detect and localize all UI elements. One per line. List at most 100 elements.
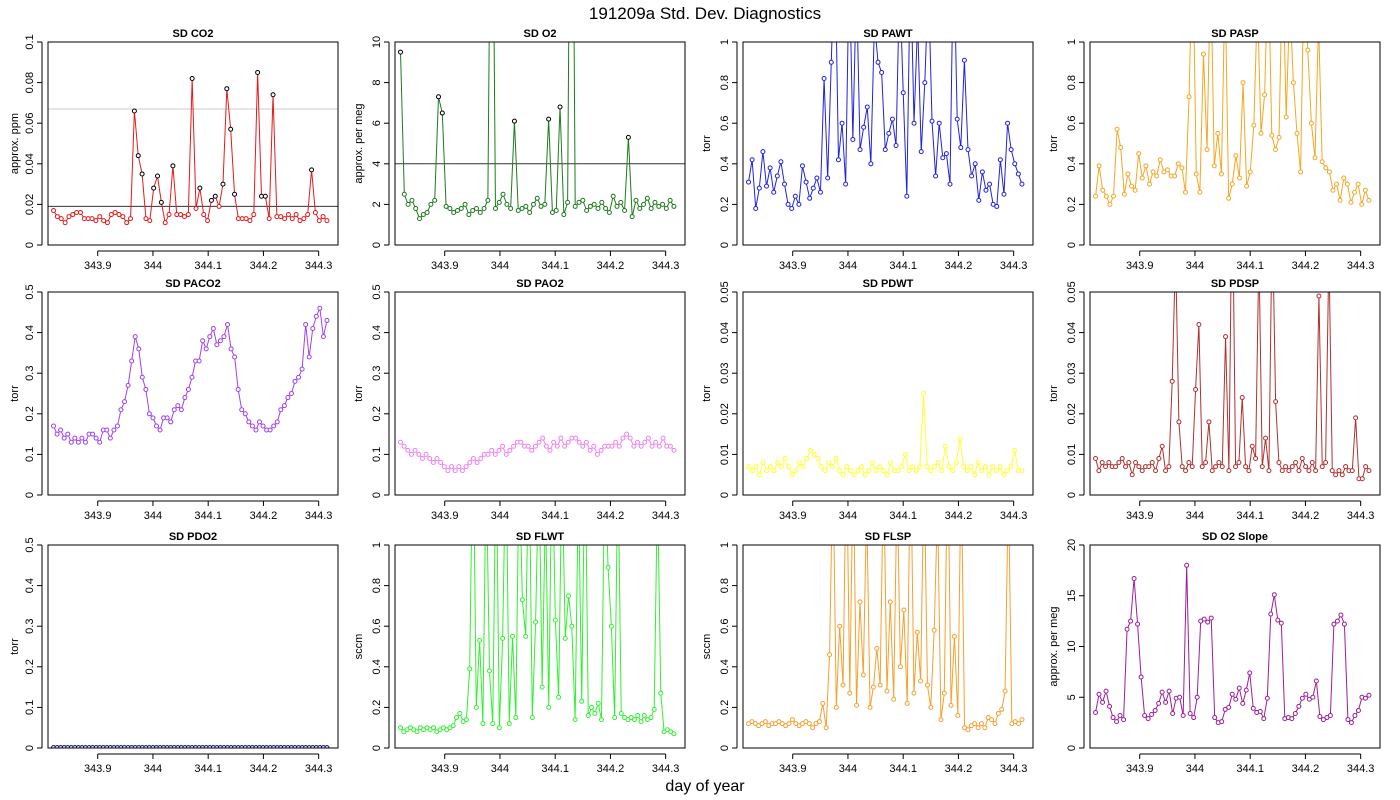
data-point [993, 468, 999, 474]
data-point [660, 435, 666, 441]
data-point [1345, 717, 1351, 723]
data-point [1139, 468, 1145, 474]
data-point [1006, 482, 1010, 486]
x-tick-label: 344 [839, 510, 857, 522]
data-point [663, 205, 669, 211]
data-point [645, 435, 651, 441]
x-tick-label: 343.9 [431, 510, 459, 522]
data-point [614, 203, 620, 209]
x-tick-label: 344.2 [1292, 260, 1320, 272]
y-tick-label: 0 [371, 745, 383, 751]
data-point [104, 427, 110, 433]
data-point [792, 193, 798, 199]
data-point [1159, 689, 1165, 695]
data-point [931, 627, 937, 633]
data-point [1198, 618, 1204, 624]
data-point [1019, 181, 1025, 187]
data-point [114, 423, 120, 429]
data-point [430, 460, 436, 466]
data-point [1002, 688, 1008, 694]
data-point [255, 69, 261, 75]
x-tick-label: 344.2 [250, 510, 278, 522]
data-point [1096, 163, 1102, 169]
data-point [1001, 191, 1007, 197]
data-point [463, 464, 469, 470]
data-point [1319, 159, 1325, 165]
data-point [1154, 173, 1160, 179]
data-point [101, 218, 107, 224]
data-point [814, 175, 820, 181]
data-point [1247, 169, 1253, 175]
y-tick-label: 8 [371, 80, 383, 86]
data-point [862, 472, 868, 478]
data-point [1292, 710, 1298, 716]
panel-title: SD PDO2 [169, 531, 217, 543]
data-point [872, 20, 876, 24]
y-tick-label: 0.2 [371, 406, 383, 421]
y-tick-label: 0.05 [719, 281, 731, 302]
x-tick-label: 344 [491, 510, 509, 522]
data-series [1093, 292, 1372, 482]
data-point [760, 460, 766, 466]
data-point [889, 116, 895, 122]
data-point [423, 451, 429, 457]
x-tick-label: 344.1 [889, 510, 917, 522]
y-tick-label: 1 [1066, 39, 1078, 45]
data-point [1294, 130, 1300, 136]
data-point [1353, 415, 1359, 421]
data-point [1323, 165, 1329, 171]
data-point [587, 447, 593, 453]
data-point [1159, 443, 1165, 449]
data-point [1283, 114, 1289, 120]
data-point [97, 214, 103, 220]
x-tick-label: 344.2 [945, 763, 973, 775]
data-point [281, 403, 287, 409]
data-point [89, 216, 95, 222]
series-line [53, 72, 328, 225]
data-point [517, 462, 521, 466]
data-point [1216, 460, 1222, 466]
data-point [638, 719, 644, 725]
data-point [232, 191, 238, 197]
x-tick-label: 344.2 [250, 260, 278, 272]
data-point [1348, 199, 1354, 205]
data-point [409, 197, 415, 203]
data-point [1175, 161, 1181, 167]
data-point [543, 502, 547, 506]
data-point [324, 218, 330, 224]
data-point [808, 447, 813, 453]
plot-frame [742, 291, 1034, 496]
data-point [1114, 126, 1120, 132]
chart-panel-11: SD FLSP sccm 343.9 344 344.1 344.2 344.3 0 0.2 0.… [701, 462, 1034, 775]
data-point [877, 682, 883, 688]
x-tick-label: 344.3 [1347, 260, 1375, 272]
data-point [1136, 151, 1142, 157]
y-tick-label: 0 [371, 242, 383, 248]
y-tick-label: 0.8 [371, 578, 383, 593]
data-point [1233, 464, 1239, 470]
data-point [616, 462, 620, 466]
y-tick-label: 0 [371, 492, 383, 498]
data-point [806, 721, 812, 727]
data-point [656, 203, 662, 209]
data-point [278, 407, 284, 413]
data-point [603, 205, 609, 211]
data-point [591, 443, 597, 449]
data-point [882, 462, 886, 466]
y-tick-label: 0.5 [24, 284, 36, 299]
data-point [1125, 171, 1131, 177]
data-point [868, 161, 874, 167]
data-point [618, 710, 624, 716]
data-point [888, 460, 894, 466]
data-point [1253, 455, 1259, 461]
data-point [922, 80, 928, 86]
data-point [503, 451, 509, 457]
data-point [447, 205, 453, 211]
data-point [1336, 468, 1342, 474]
data-point [869, 460, 875, 466]
panel-title: SD FLWT [516, 531, 565, 543]
y-tick-label: 0 [1066, 745, 1078, 751]
data-point [778, 464, 784, 470]
data-point [532, 443, 538, 449]
data-point [843, 181, 849, 187]
